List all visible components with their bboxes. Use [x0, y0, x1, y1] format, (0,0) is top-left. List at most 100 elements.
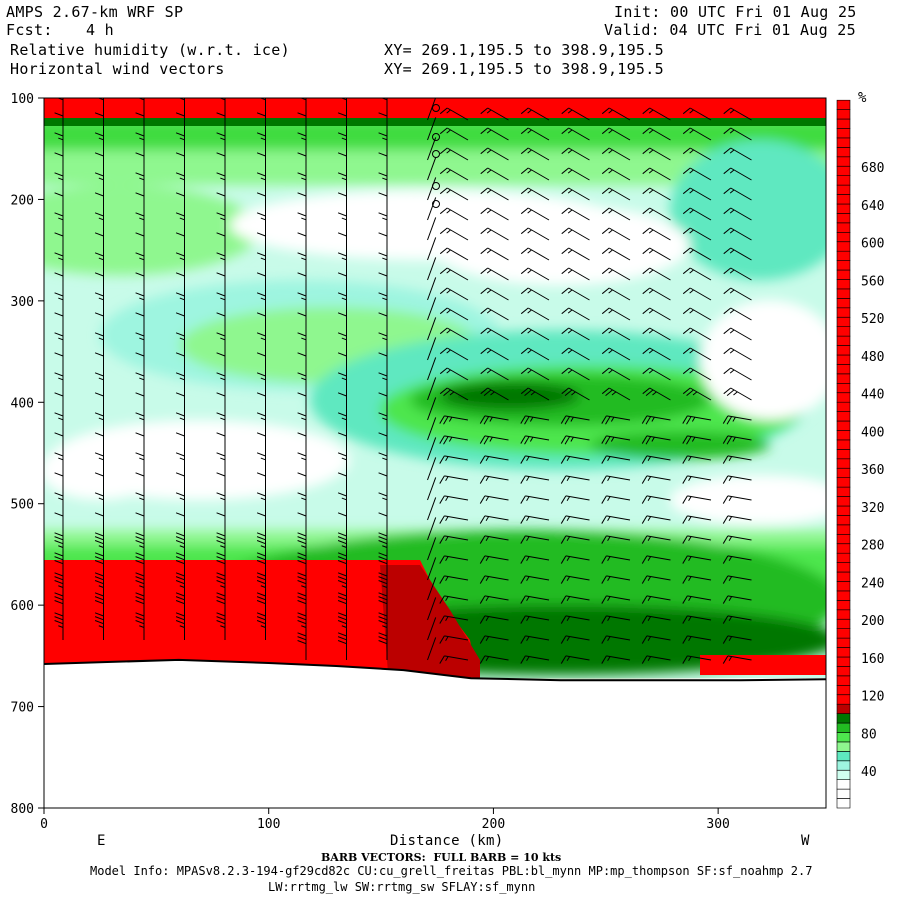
- wind-barb: [427, 297, 437, 321]
- wind-barb: [682, 367, 712, 381]
- colorbar-bin: [836, 430, 851, 441]
- wind-barb: [480, 287, 509, 301]
- wind-barb: [427, 497, 437, 521]
- wind-barb: [439, 227, 469, 241]
- wind-barb: [601, 147, 631, 161]
- wind-barb: [601, 207, 631, 221]
- plot-frame: [43, 97, 827, 809]
- y-tick-label: 700: [11, 701, 34, 716]
- wind-barb: [520, 247, 550, 261]
- field-name-humidity: Relative humidity (w.r.t. ice): [10, 41, 290, 59]
- wind-barb: [439, 475, 469, 484]
- wind-barb: [723, 387, 752, 401]
- wind-barb: [642, 367, 671, 381]
- wind-barb: [520, 227, 550, 241]
- wind-barb: [427, 137, 437, 161]
- colorbar-bin: [836, 590, 851, 601]
- wind-barb: [480, 167, 509, 181]
- colorbar-bin: [836, 515, 851, 526]
- wind-barb: [427, 177, 437, 201]
- wind-barb: [641, 575, 671, 584]
- wind-barb: [682, 387, 712, 401]
- wind-barb: [439, 327, 469, 341]
- wind-barb: [560, 655, 590, 664]
- colorbar-tick-label: 80: [861, 727, 877, 742]
- wind-barb: [439, 167, 469, 181]
- wind-barb: [561, 367, 590, 381]
- wind-barb: [216, 532, 226, 560]
- colorbar-bin: [836, 373, 851, 384]
- wind-barb: [520, 415, 550, 425]
- wind-barb: [601, 387, 631, 401]
- wind-barb: [560, 555, 590, 564]
- colorbar-bin: [836, 99, 851, 110]
- colorbar-bin: [836, 581, 851, 592]
- colorbar-bin: [836, 411, 851, 422]
- wind-barb: [642, 287, 671, 301]
- model-title: AMPS 2.67-km WRF SP: [6, 3, 184, 21]
- colorbar-bin: [836, 713, 851, 724]
- wind-barb: [682, 435, 712, 445]
- wind-barb: [682, 535, 712, 544]
- colorbar-bin: [836, 166, 851, 177]
- wind-barb: [601, 307, 631, 321]
- wind-barb: [723, 207, 752, 221]
- wind-barb: [216, 612, 226, 640]
- wind-barb: [480, 387, 509, 401]
- wind-barb: [722, 655, 752, 664]
- colorbar-bin: [836, 647, 851, 658]
- colorbar-bin: [836, 722, 851, 733]
- wind-barb: [54, 592, 64, 620]
- wind-barb: [561, 127, 590, 141]
- y-tick-label: 400: [11, 396, 34, 411]
- colorbar-tick-label: 680: [861, 161, 884, 176]
- colorbar-bin: [836, 288, 851, 299]
- wind-barb: [682, 415, 712, 425]
- wind-barb: [641, 595, 671, 604]
- wind-barb: [427, 457, 437, 481]
- colorbar-unit: %: [858, 90, 867, 106]
- colorbar-tick-label: 200: [861, 614, 884, 629]
- wind-barb: [479, 535, 509, 544]
- colorbar-tick-label: 120: [861, 690, 884, 705]
- y-tick-label: 800: [11, 802, 34, 817]
- wind-barb: [723, 327, 752, 341]
- colorbar-bin: [836, 524, 851, 535]
- wind-barb: [682, 635, 712, 644]
- wind-barb: [439, 515, 469, 524]
- wind-barb: [601, 575, 631, 584]
- wind-barb: [439, 655, 469, 664]
- field-name-wind: Horizontal wind vectors: [10, 60, 225, 78]
- wind-barb: [722, 415, 752, 425]
- wind-barb: [337, 632, 347, 660]
- wind-barb: [641, 495, 671, 504]
- colorbar-bin: [836, 458, 851, 469]
- wind-barb: [560, 535, 590, 544]
- wind-barb: [520, 455, 550, 464]
- calm-wind-marker: [432, 133, 440, 141]
- wind-barb: [480, 327, 509, 341]
- colorbar-bin: [836, 760, 851, 771]
- y-tick-label: 100: [11, 92, 34, 107]
- wind-barb: [480, 267, 509, 281]
- colorbar-bin: [836, 533, 851, 544]
- wind-barb: [601, 367, 631, 381]
- wind-barb: [723, 287, 752, 301]
- wind-barb: [520, 207, 550, 221]
- wind-barb: [642, 327, 671, 341]
- wind-barb: [601, 247, 631, 261]
- wind-barb: [560, 515, 590, 524]
- wind-barb: [560, 415, 590, 425]
- colorbar-bin: [836, 147, 851, 158]
- model-info: Model Info: MPASv8.2.3-194-gf29cd82c CU:…: [90, 864, 813, 878]
- colorbar-bin: [836, 571, 851, 582]
- wind-barb: [682, 287, 712, 301]
- wind-barb: [561, 327, 590, 341]
- wind-barb: [722, 455, 752, 464]
- wind-barb: [560, 595, 590, 604]
- wind-barb: [439, 595, 469, 604]
- colorbar-bin: [836, 250, 851, 261]
- wind-barb: [427, 317, 437, 341]
- wind-barb: [642, 307, 671, 321]
